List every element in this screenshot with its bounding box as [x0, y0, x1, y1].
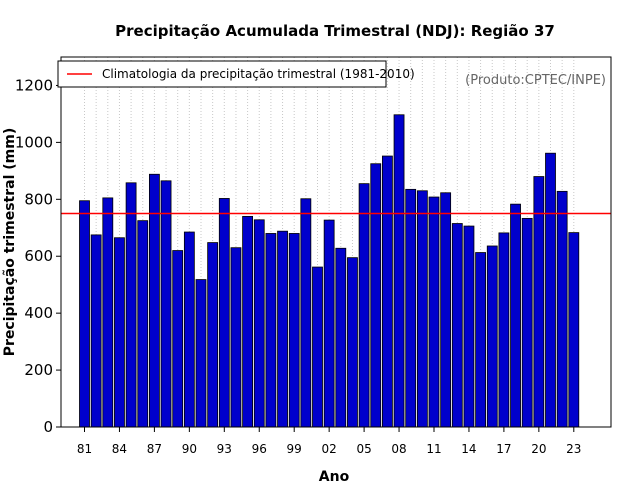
- x-tick-label: 84: [112, 442, 127, 456]
- bar-1995: [242, 215, 254, 428]
- bar-1992: [207, 242, 219, 428]
- y-axis-title: Precipitação trimestral (mm): [2, 128, 18, 356]
- y-tick-label: 1000: [15, 133, 53, 151]
- bar-1985: [125, 182, 137, 428]
- bar-2018: [510, 203, 521, 428]
- y-tick-label: 200: [24, 361, 53, 379]
- legend-box: [57, 60, 387, 88]
- bar-1997: [265, 233, 277, 428]
- bar-2009: [405, 188, 417, 428]
- bar-1994: [230, 247, 242, 428]
- bar-2001: [312, 266, 323, 428]
- y-tick-label: 800: [24, 190, 53, 208]
- x-tick-label: 90: [182, 442, 197, 456]
- x-tick-label: 23: [566, 442, 581, 456]
- bar-2003: [335, 247, 347, 428]
- bar-1989: [172, 250, 184, 428]
- bar-1996: [253, 219, 265, 428]
- bar-2015: [475, 252, 487, 428]
- x-tick-label: 02: [322, 442, 337, 456]
- x-tick-label: 17: [496, 442, 511, 456]
- y-tick-label: 1200: [15, 76, 53, 94]
- bar-1982: [90, 234, 102, 428]
- bar-2013: [451, 223, 463, 428]
- bar-1993: [218, 198, 230, 428]
- bar-1986: [137, 220, 149, 428]
- bar-2011: [428, 196, 440, 428]
- y-tick-label: 400: [24, 304, 53, 322]
- y-tick-label: 0: [43, 418, 53, 436]
- bar-1987: [148, 173, 160, 428]
- bar-2006: [370, 163, 382, 428]
- bar-2002: [323, 219, 335, 428]
- legend: Climatologia da precipitação trimestral …: [57, 60, 415, 88]
- bar-2021: [545, 152, 556, 428]
- bar-2004: [347, 257, 358, 428]
- bar-1983: [102, 197, 114, 428]
- bar-2022: [556, 190, 568, 428]
- x-axis-title: Ano: [319, 469, 350, 485]
- chart-title: Precipitação Acumulada Trimestral (NDJ):…: [115, 22, 555, 40]
- y-tick-label: 600: [24, 247, 53, 265]
- bar-2016: [486, 245, 498, 428]
- bar-2008: [393, 114, 405, 428]
- bar-2012: [440, 192, 452, 428]
- bar-1999: [288, 233, 300, 428]
- bar-2005: [358, 183, 370, 428]
- bar-1990: [183, 231, 195, 428]
- bar-1998: [277, 230, 288, 428]
- legend-label: Climatologia da precipitação trimestral …: [102, 67, 415, 81]
- x-tick-label: 96: [252, 442, 267, 456]
- x-axis: 81 84 87 90 93 96 99 02 05 08 11 14 17 20 23: [77, 427, 581, 456]
- bar-2010: [416, 190, 428, 428]
- x-tick-label: 14: [461, 442, 476, 456]
- x-tick-label: 81: [77, 442, 92, 456]
- x-tick-label: 05: [356, 442, 371, 456]
- bar-2017: [498, 232, 510, 428]
- x-tick-label: 11: [426, 442, 441, 456]
- bar-1981: [79, 200, 90, 428]
- x-tick-label: 99: [287, 442, 302, 456]
- bar-2007: [381, 155, 393, 428]
- x-tick-label: 08: [391, 442, 406, 456]
- x-tick-label: 93: [217, 442, 232, 456]
- bar-1991: [195, 279, 207, 428]
- x-tick-label: 87: [147, 442, 162, 456]
- credit-text: (Produto:CPTEC/INPE): [465, 73, 606, 88]
- plot-frame: [60, 56, 612, 428]
- bar-2014: [463, 225, 475, 428]
- bar-2019: [521, 217, 533, 428]
- x-tick-label: 20: [531, 442, 546, 456]
- bars: [79, 114, 580, 428]
- y-axis: 0 200 400 600 800 1000 1200: [15, 76, 61, 436]
- bar-1988: [160, 180, 172, 428]
- bar-2000: [300, 198, 312, 428]
- bar-1984: [114, 237, 125, 428]
- bar-2023: [568, 232, 580, 428]
